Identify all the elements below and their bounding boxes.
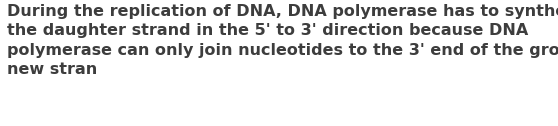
Text: During the replication of DNA, DNA polymerase has to synthesize
the daughter str: During the replication of DNA, DNA polym… [7, 4, 558, 77]
